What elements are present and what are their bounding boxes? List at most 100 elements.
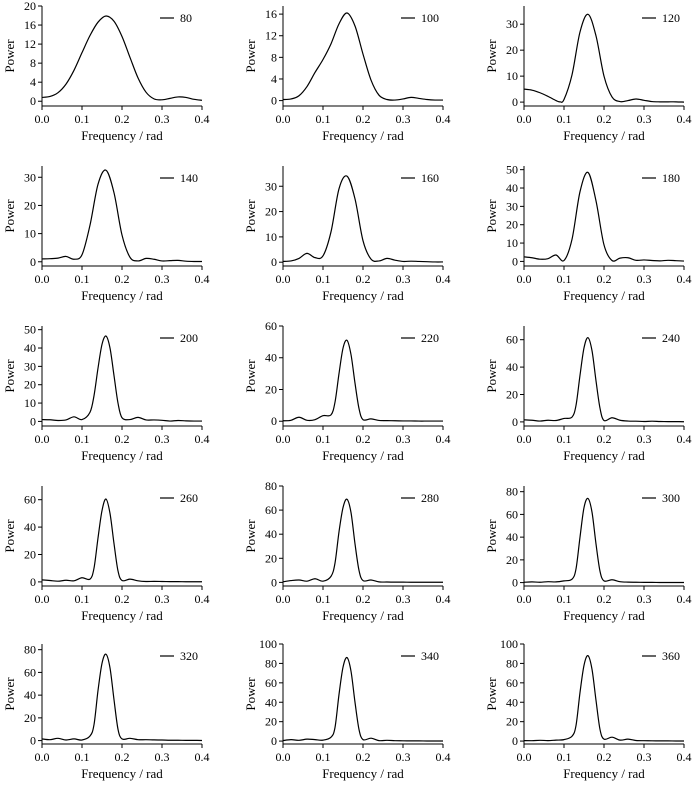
x-tick-label: 0.2 (356, 272, 371, 286)
y-tick-label: 10 (506, 69, 518, 83)
legend-label: 120 (662, 11, 680, 25)
x-tick-label: 0.0 (276, 750, 291, 764)
legend-label: 280 (421, 491, 439, 505)
x-tick-label: 0.3 (637, 750, 652, 764)
y-tick-label: 0 (271, 575, 277, 589)
y-tick-label: 60 (265, 676, 277, 690)
y-tick-label: 80 (506, 656, 518, 670)
y-tick-label: 0 (271, 94, 277, 108)
y-tick-label: 20 (24, 378, 36, 392)
legend-label: 160 (421, 171, 439, 185)
x-tick-label: 0.0 (276, 432, 291, 446)
y-tick-label: 0 (512, 734, 518, 748)
y-tick-label: 0 (30, 255, 36, 269)
legend-label: 80 (180, 11, 192, 25)
x-tick-label: 0.4 (436, 432, 451, 446)
y-tick-label: 20 (265, 551, 277, 565)
y-tick-label: 30 (506, 17, 518, 31)
x-tick-label: 0.3 (637, 272, 652, 286)
x-axis-label: Frequency / rad (563, 766, 645, 781)
x-tick-label: 0.2 (597, 432, 612, 446)
panel-200: 0 10 20 30 40 50 0.0 0.1 0.2 0.3 0.4 Frequency / ra… (2, 323, 210, 463)
x-tick-label: 0.4 (677, 750, 692, 764)
x-tick-label: 0.3 (637, 432, 652, 446)
x-axis-label: Frequency / rad (81, 448, 163, 463)
y-axis-label: Power (484, 677, 499, 711)
x-tick-label: 0.0 (35, 432, 50, 446)
x-axis-label: Frequency / rad (322, 128, 404, 143)
x-tick-label: 0.0 (276, 592, 291, 606)
y-tick-label: 20 (506, 553, 518, 567)
y-tick-label: 0 (271, 255, 277, 269)
x-tick-label: 0.4 (436, 112, 451, 126)
x-tick-label: 0.4 (677, 432, 692, 446)
y-tick-label: 20 (24, 198, 36, 212)
x-tick-label: 0.1 (75, 272, 90, 286)
x-tick-label: 0.0 (35, 272, 50, 286)
y-tick-label: 20 (506, 387, 518, 401)
y-axis-label: Power (484, 199, 499, 233)
series-line-80 (41, 15, 203, 101)
legend-label: 240 (662, 331, 680, 345)
x-tick-label: 0.3 (396, 432, 411, 446)
legend-label: 340 (421, 649, 439, 663)
series-line-260 (41, 498, 202, 583)
y-tick-label: 100 (500, 637, 518, 651)
x-tick-label: 0.4 (677, 112, 692, 126)
y-axis-label: Power (484, 519, 499, 553)
x-tick-label: 0.0 (517, 750, 532, 764)
y-tick-label: 0 (30, 734, 36, 748)
panel-240: 0 20 40 60 0.0 0.1 0.2 0.3 0.4 Frequency / rad Pow… (484, 326, 692, 463)
x-tick-label: 0.2 (597, 112, 612, 126)
x-tick-label: 0.1 (557, 272, 572, 286)
y-tick-label: 40 (506, 695, 518, 709)
x-axis-label: Frequency / rad (322, 448, 404, 463)
y-axis-label: Power (2, 677, 17, 711)
series-line-200 (41, 335, 203, 422)
x-tick-label: 0.0 (35, 750, 50, 764)
panel-300: 0 20 40 60 80 0.0 0.1 0.2 0.3 0.4 Frequency / rad P… (484, 485, 692, 623)
x-tick-label: 0.3 (396, 112, 411, 126)
y-tick-label: 100 (259, 637, 277, 651)
y-tick-label: 8 (271, 50, 277, 64)
y-tick-label: 12 (265, 29, 277, 43)
series-line-180 (523, 171, 685, 262)
panel-360: 0 20 40 60 80 100 0.0 0.1 0.2 0.3 0.4 Frequency / r… (484, 637, 692, 781)
y-tick-label: 20 (24, 711, 36, 725)
x-axis-label: Frequency / rad (81, 128, 163, 143)
y-tick-label: 20 (265, 715, 277, 729)
panel-180: 0 10 20 30 40 50 0.0 0.1 0.2 0.3 0.4 Frequency / ra… (484, 163, 692, 303)
y-tick-label: 30 (24, 359, 36, 373)
panel-340: 0 20 40 60 80 100 0.0 0.1 0.2 0.3 0.4 Frequency / r… (243, 637, 451, 781)
panel-140: 0 10 20 30 0.0 0.1 0.2 0.3 0.4 Frequency / rad Pow… (2, 166, 210, 303)
x-tick-label: 0.0 (517, 272, 532, 286)
series-line-300 (523, 497, 684, 584)
legend-label: 260 (180, 491, 198, 505)
y-tick-label: 80 (265, 479, 277, 493)
x-tick-label: 0.4 (195, 432, 210, 446)
x-tick-label: 0.2 (356, 592, 371, 606)
y-tick-label: 12 (24, 37, 36, 51)
y-tick-label: 20 (24, 0, 36, 13)
x-tick-label: 0.0 (517, 592, 532, 606)
legend-label: 220 (421, 331, 439, 345)
y-tick-label: 0 (512, 254, 518, 268)
y-tick-label: 60 (265, 319, 277, 333)
x-tick-label: 0.1 (75, 592, 90, 606)
y-tick-label: 40 (506, 181, 518, 195)
x-tick-label: 0.3 (155, 592, 170, 606)
x-tick-label: 0.3 (155, 432, 170, 446)
y-tick-label: 0 (512, 95, 518, 109)
series-line-340 (282, 656, 443, 742)
x-axis-label: Frequency / rad (322, 608, 404, 623)
x-tick-label: 0.2 (597, 272, 612, 286)
y-axis-label: Power (2, 199, 17, 233)
x-tick-label: 0.1 (316, 112, 331, 126)
y-tick-label: 40 (265, 351, 277, 365)
y-tick-label: 40 (24, 520, 36, 534)
legend-label: 300 (662, 491, 680, 505)
x-axis-label: Frequency / rad (563, 608, 645, 623)
panel-160: 0 10 20 30 0.0 0.1 0.2 0.3 0.4 Frequency / rad Pow… (243, 166, 451, 303)
y-axis-label: Power (2, 39, 17, 73)
